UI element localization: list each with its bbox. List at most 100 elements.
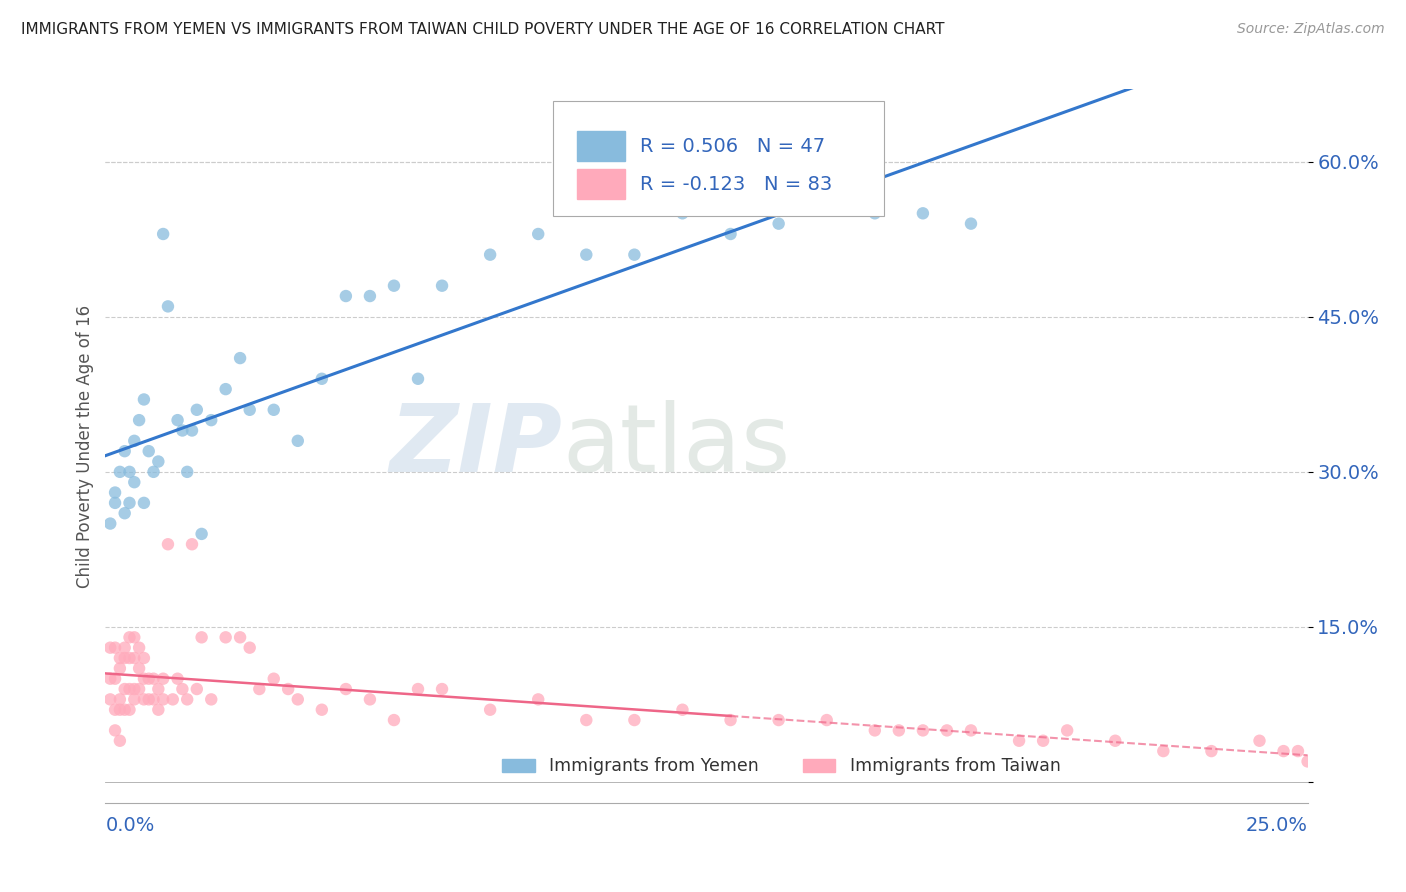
Point (181, 537, 204, 551)
Point (152, 227, 174, 241)
Point (142, 692, 165, 706)
Point (768, 713, 790, 727)
Point (108, 465, 131, 479)
Point (108, 703, 131, 717)
Point (887, 723, 910, 738)
Point (138, 672, 160, 686)
Point (200, 413, 222, 427)
Point (114, 506, 136, 520)
Point (863, 206, 886, 220)
Point (430, 681, 453, 696)
Point (720, 713, 742, 727)
Point (623, 713, 645, 727)
Text: Immigrants from Taiwan: Immigrants from Taiwan (849, 756, 1060, 774)
Point (114, 444, 136, 458)
Point (911, 206, 934, 220)
Point (1104, 733, 1126, 747)
Point (479, 248, 502, 262)
Point (263, 402, 285, 417)
Point (239, 640, 262, 655)
Text: 25.0%: 25.0% (1246, 816, 1308, 835)
Bar (502, 759, 534, 772)
Point (815, 196, 838, 211)
Point (108, 692, 131, 706)
Point (671, 206, 693, 220)
Text: IMMIGRANTS FROM YEMEN VS IMMIGRANTS FROM TAIWAN CHILD POVERTY UNDER THE AGE OF 1: IMMIGRANTS FROM YEMEN VS IMMIGRANTS FROM… (21, 22, 945, 37)
Point (98, 640, 121, 655)
Bar (803, 759, 835, 772)
Point (575, 713, 598, 727)
Point (156, 537, 179, 551)
Point (148, 681, 170, 696)
Point (104, 496, 127, 510)
Point (382, 278, 405, 293)
Text: R = -0.123   N = 83: R = -0.123 N = 83 (640, 175, 832, 194)
Point (108, 661, 131, 675)
Point (108, 651, 131, 665)
Point (1201, 744, 1223, 758)
Point (124, 651, 146, 665)
Point (148, 454, 170, 468)
Point (186, 681, 208, 696)
Point (200, 692, 222, 706)
Point (406, 372, 429, 386)
Point (287, 692, 309, 706)
Bar (576, 169, 624, 199)
Point (311, 703, 333, 717)
Point (190, 630, 212, 644)
FancyBboxPatch shape (553, 102, 884, 216)
Point (98, 672, 121, 686)
Point (190, 527, 212, 541)
Point (172, 681, 194, 696)
Point (104, 640, 127, 655)
Point (104, 703, 127, 717)
Point (430, 278, 453, 293)
Text: Source: ZipAtlas.com: Source: ZipAtlas.com (1237, 22, 1385, 37)
Point (863, 723, 886, 738)
Point (406, 681, 429, 696)
Text: Immigrants from Yemen: Immigrants from Yemen (548, 756, 759, 774)
Point (1272, 744, 1295, 758)
Bar (576, 131, 624, 161)
Point (1032, 733, 1054, 747)
Point (118, 681, 141, 696)
Point (960, 723, 983, 738)
Point (118, 496, 141, 510)
Point (936, 723, 959, 738)
Point (166, 413, 188, 427)
Point (162, 692, 184, 706)
Point (156, 299, 179, 313)
Point (311, 372, 333, 386)
Point (172, 424, 194, 438)
Point (960, 217, 983, 231)
Point (124, 630, 146, 644)
Point (720, 227, 742, 241)
Y-axis label: Child Poverty Under the Age of 16: Child Poverty Under the Age of 16 (76, 304, 94, 588)
Point (124, 475, 146, 490)
Point (176, 692, 198, 706)
Point (287, 434, 309, 448)
Point (152, 692, 174, 706)
Point (671, 703, 693, 717)
Point (128, 661, 150, 675)
Point (114, 703, 136, 717)
Point (128, 681, 150, 696)
Point (166, 672, 188, 686)
Point (247, 681, 270, 696)
Point (132, 496, 155, 510)
Point (104, 672, 127, 686)
Point (335, 289, 357, 303)
Point (152, 672, 174, 686)
Text: ZIP: ZIP (389, 400, 562, 492)
Point (911, 723, 934, 738)
Point (479, 703, 502, 717)
Point (124, 692, 146, 706)
Point (142, 465, 165, 479)
Point (138, 692, 160, 706)
Point (114, 651, 136, 665)
Point (815, 713, 838, 727)
Point (118, 630, 141, 644)
Point (98, 692, 121, 706)
Point (1296, 755, 1319, 769)
Point (108, 733, 131, 747)
